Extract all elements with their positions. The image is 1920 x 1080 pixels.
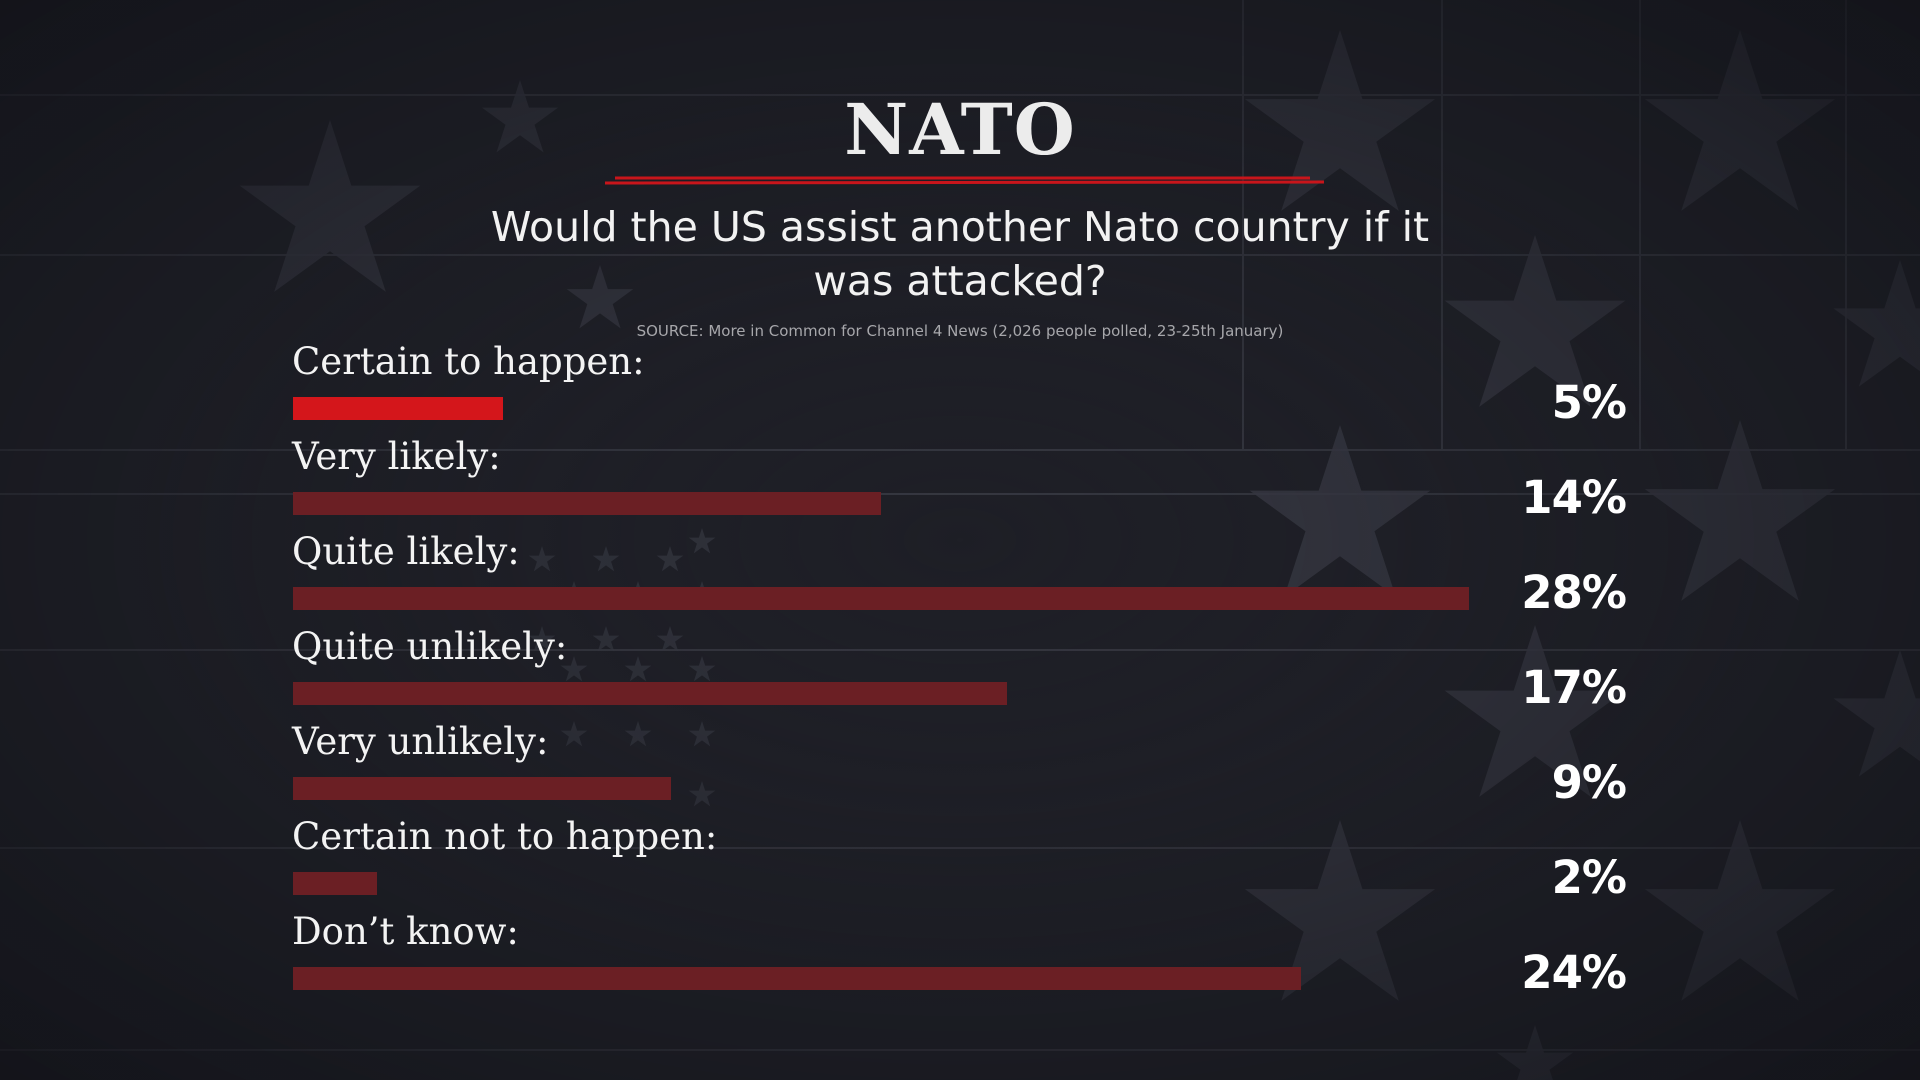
bar (293, 587, 1469, 610)
value-label: 2% (1551, 851, 1627, 904)
value-label: 24% (1521, 946, 1627, 999)
category-label: Very likely: (292, 435, 501, 478)
bar (293, 397, 503, 420)
bar (293, 967, 1301, 990)
category-label: Certain not to happen: (292, 815, 718, 858)
bar (293, 872, 377, 895)
category-label: Quite unlikely: (292, 625, 568, 668)
value-label: 5% (1551, 376, 1627, 429)
value-label: 17% (1521, 661, 1627, 714)
bar (293, 682, 1007, 705)
chart-title: NATO (844, 88, 1076, 171)
value-label: 14% (1521, 471, 1627, 524)
chart-subtitle: Would the US assist another Nato country… (490, 203, 1430, 305)
category-label: Very unlikely: (292, 720, 549, 763)
bar (293, 492, 881, 515)
title-underline (604, 176, 1325, 185)
value-label: 28% (1521, 566, 1627, 619)
category-label: Don’t know: (292, 910, 519, 953)
category-label: Certain to happen: (292, 340, 645, 383)
bar (293, 777, 671, 800)
value-label: 9% (1551, 756, 1627, 809)
source-note: SOURCE: More in Common for Channel 4 New… (636, 322, 1284, 340)
category-label: Quite likely: (292, 530, 520, 573)
